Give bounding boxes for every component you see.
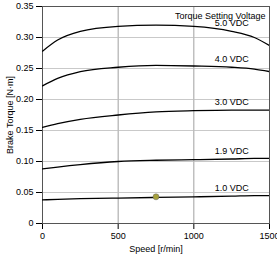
svg-text:1500: 1500 [259, 231, 277, 241]
svg-text:0.20: 0.20 [16, 94, 34, 104]
svg-text:Brake Torque [N·m]: Brake Torque [N·m] [5, 76, 15, 154]
svg-text:4.0 VDC: 4.0 VDC [215, 54, 250, 64]
svg-text:1.0 VDC: 1.0 VDC [215, 183, 250, 193]
svg-text:1.9 VDC: 1.9 VDC [215, 146, 250, 156]
svg-text:500: 500 [111, 231, 126, 241]
svg-text:5.0 VDC: 5.0 VDC [214, 18, 249, 29]
svg-text:0.15: 0.15 [16, 125, 34, 135]
svg-text:0.05: 0.05 [16, 187, 34, 197]
svg-text:0.30: 0.30 [16, 32, 34, 42]
svg-text:Speed [r/min]: Speed [r/min] [129, 244, 183, 254]
svg-text:0: 0 [28, 218, 33, 228]
svg-text:0.10: 0.10 [16, 156, 34, 166]
svg-text:3.0 VDC: 3.0 VDC [215, 97, 250, 107]
svg-text:Torque Setting Voltage: Torque Setting Voltage [175, 11, 266, 21]
svg-text:0: 0 [40, 231, 45, 241]
svg-text:1000: 1000 [184, 231, 204, 241]
svg-text:0.35: 0.35 [16, 1, 34, 11]
svg-text:0.25: 0.25 [16, 63, 34, 73]
